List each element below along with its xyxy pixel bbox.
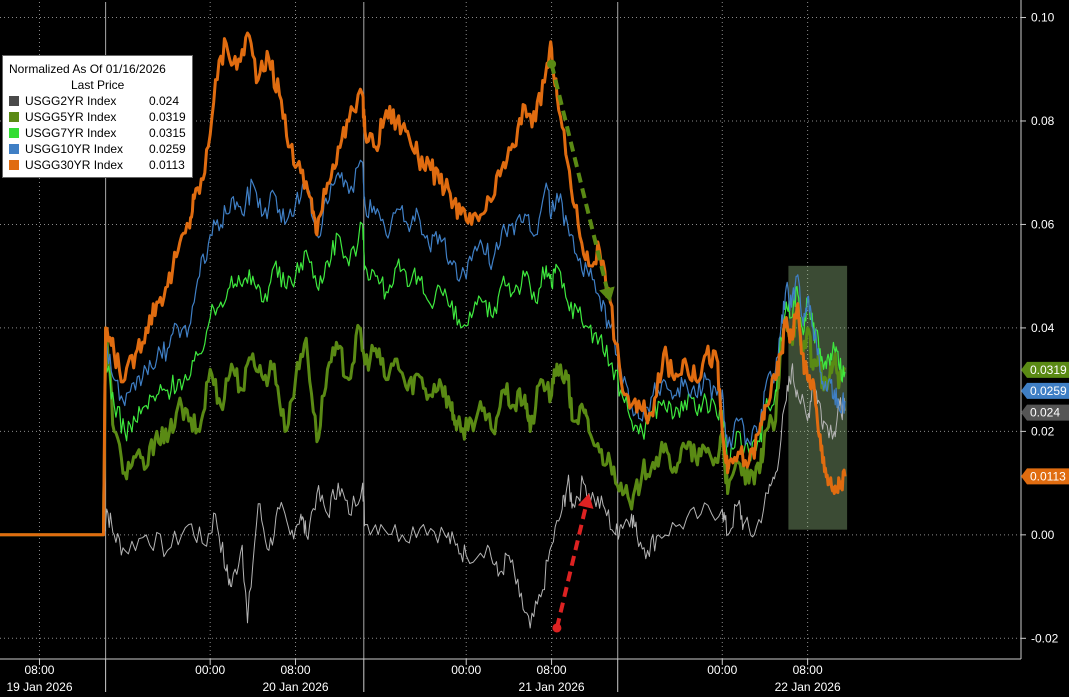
- y-tick-label: 0.08: [1031, 114, 1055, 128]
- chart-legend: Normalized As Of 01/16/2026 Last Price U…: [2, 55, 193, 178]
- legend-entry-usgg7yr: USGG7YR Index 0.0315: [9, 125, 186, 141]
- legend-entry-usgg10yr: USGG10YR Index 0.0259: [9, 141, 186, 157]
- legend-subtitle: Last Price: [71, 78, 125, 92]
- series-line-usgg5yr: [0, 308, 847, 537]
- legend-last-value: 0.024: [149, 94, 180, 108]
- annotation-arrow-origin: [552, 623, 562, 633]
- last-value-badge-label: 0.024: [1030, 406, 1060, 420]
- y-tick-label: -0.02: [1031, 631, 1059, 645]
- last-value-badge-label: 0.0113: [1030, 469, 1066, 483]
- series-line-usgg2yr: [0, 363, 846, 629]
- x-tick-label: 00:00: [451, 663, 481, 677]
- legend-series-name: USGG30YR Index: [25, 158, 124, 172]
- legend-series-name: USGG5YR Index: [25, 110, 117, 124]
- legend-swatch: [9, 96, 19, 106]
- legend-last-value: 0.0113: [149, 158, 185, 172]
- x-tick-label: 00:00: [707, 663, 737, 677]
- series-lines: [0, 31, 847, 629]
- last-value-badge: [1021, 382, 1069, 399]
- last-value-badges: 0.0259 0.0319 0.024 0.0113: [1021, 361, 1069, 485]
- legend-series-name: USGG10YR Index: [25, 142, 124, 156]
- y-tick-label: 0.02: [1031, 424, 1055, 438]
- annotation-arrow-shaft: [549, 63, 609, 289]
- y-tick-label: 0.00: [1031, 528, 1055, 542]
- legend-entry-usgg30yr: USGG30YR Index 0.0113: [9, 157, 186, 173]
- annotation-arrow-shaft: [554, 506, 588, 629]
- legend-title: Normalized As Of 01/16/2026: [9, 62, 166, 76]
- last-value-badge: [1021, 468, 1069, 485]
- x-tick-label: 08:00: [24, 663, 54, 677]
- x-tick-label: 08:00: [793, 663, 823, 677]
- x-day-label: 19 Jan 2026: [6, 680, 72, 692]
- legend-swatch: [9, 144, 19, 154]
- legend-entry-usgg2yr: USGG2YR Index 0.024: [9, 93, 186, 109]
- last-value-badge: [1021, 361, 1069, 378]
- last-value-badge: [1021, 404, 1069, 421]
- series-line-usgg7yr: [0, 221, 846, 536]
- legend-last-value: 0.0259: [149, 142, 186, 156]
- legend-swatch: [9, 112, 19, 122]
- x-day-label: 20 Jan 2026: [262, 680, 328, 692]
- legend-last-value: 0.0319: [149, 110, 186, 124]
- legend-last-value: 0.0315: [149, 126, 186, 140]
- legend-entry-usgg5yr: USGG5YR Index 0.0319: [9, 109, 186, 125]
- legend-series-name: USGG7YR Index: [25, 126, 117, 140]
- x-tick-label: 08:00: [281, 663, 311, 677]
- series-line-usgg30yr: [0, 31, 847, 537]
- last-value-badge-label: 0.0319: [1030, 363, 1067, 377]
- legend-series-name: USGG2YR Index: [25, 94, 117, 108]
- x-day-label: 22 Jan 2026: [775, 680, 841, 692]
- x-day-label: 21 Jan 2026: [519, 680, 585, 692]
- legend-swatch: [9, 128, 19, 138]
- annotation-arrows: [547, 59, 615, 633]
- x-tick-label: 00:00: [195, 663, 225, 677]
- y-tick-label: 0.06: [1031, 217, 1055, 231]
- annotation-arrow-origin: [547, 59, 557, 69]
- y-tick-label: 0.04: [1031, 321, 1055, 335]
- y-tick-label: 0.10: [1031, 11, 1055, 25]
- last-value-badge-label: 0.0259: [1030, 384, 1067, 398]
- x-tick-label: 08:00: [537, 663, 567, 677]
- annotation-arrow-head: [577, 493, 594, 509]
- annotation-arrow-head: [599, 286, 615, 303]
- legend-swatch: [9, 160, 19, 170]
